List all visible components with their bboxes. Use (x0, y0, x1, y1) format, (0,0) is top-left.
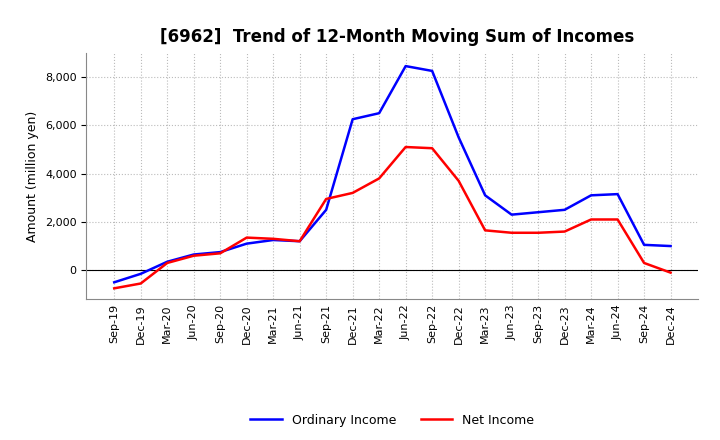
Net Income (322, 196, 330, 202)
Net Income (110, 286, 119, 291)
Net Income (534, 230, 542, 235)
Ordinary Income (666, 243, 675, 249)
Net Income (454, 178, 463, 183)
Ordinary Income (136, 271, 145, 276)
Net Income (587, 217, 595, 222)
Net Income (216, 251, 225, 256)
Y-axis label: Amount (million yen): Amount (million yen) (27, 110, 40, 242)
Ordinary Income (508, 212, 516, 217)
Net Income (666, 270, 675, 275)
Ordinary Income (322, 207, 330, 213)
Ordinary Income (243, 241, 251, 246)
Net Income (269, 236, 277, 242)
Net Income (428, 146, 436, 151)
Ordinary Income (216, 249, 225, 255)
Ordinary Income (560, 207, 569, 213)
Net Income (613, 217, 622, 222)
Ordinary Income (401, 63, 410, 69)
Ordinary Income (163, 259, 171, 264)
Ordinary Income (481, 193, 490, 198)
Net Income (163, 260, 171, 266)
Net Income (295, 238, 304, 244)
Net Income (375, 176, 384, 181)
Net Income (348, 190, 357, 195)
Ordinary Income (348, 117, 357, 122)
Ordinary Income (110, 280, 119, 285)
Ordinary Income (428, 68, 436, 73)
Ordinary Income (269, 237, 277, 242)
Ordinary Income (587, 193, 595, 198)
Ordinary Income (454, 135, 463, 140)
Ordinary Income (613, 191, 622, 197)
Net Income (560, 229, 569, 234)
Net Income (481, 228, 490, 233)
Net Income (189, 253, 198, 258)
Ordinary Income (375, 110, 384, 116)
Ordinary Income (295, 238, 304, 244)
Line: Net Income: Net Income (114, 147, 670, 288)
Ordinary Income (189, 252, 198, 257)
Net Income (640, 260, 649, 266)
Net Income (508, 230, 516, 235)
Net Income (243, 235, 251, 240)
Ordinary Income (534, 209, 542, 215)
Net Income (401, 144, 410, 150)
Net Income (136, 281, 145, 286)
Text: [6962]  Trend of 12-Month Moving Sum of Incomes: [6962] Trend of 12-Month Moving Sum of I… (160, 28, 634, 46)
Line: Ordinary Income: Ordinary Income (114, 66, 670, 282)
Ordinary Income (640, 242, 649, 247)
Legend: Ordinary Income, Net Income: Ordinary Income, Net Income (246, 409, 539, 432)
